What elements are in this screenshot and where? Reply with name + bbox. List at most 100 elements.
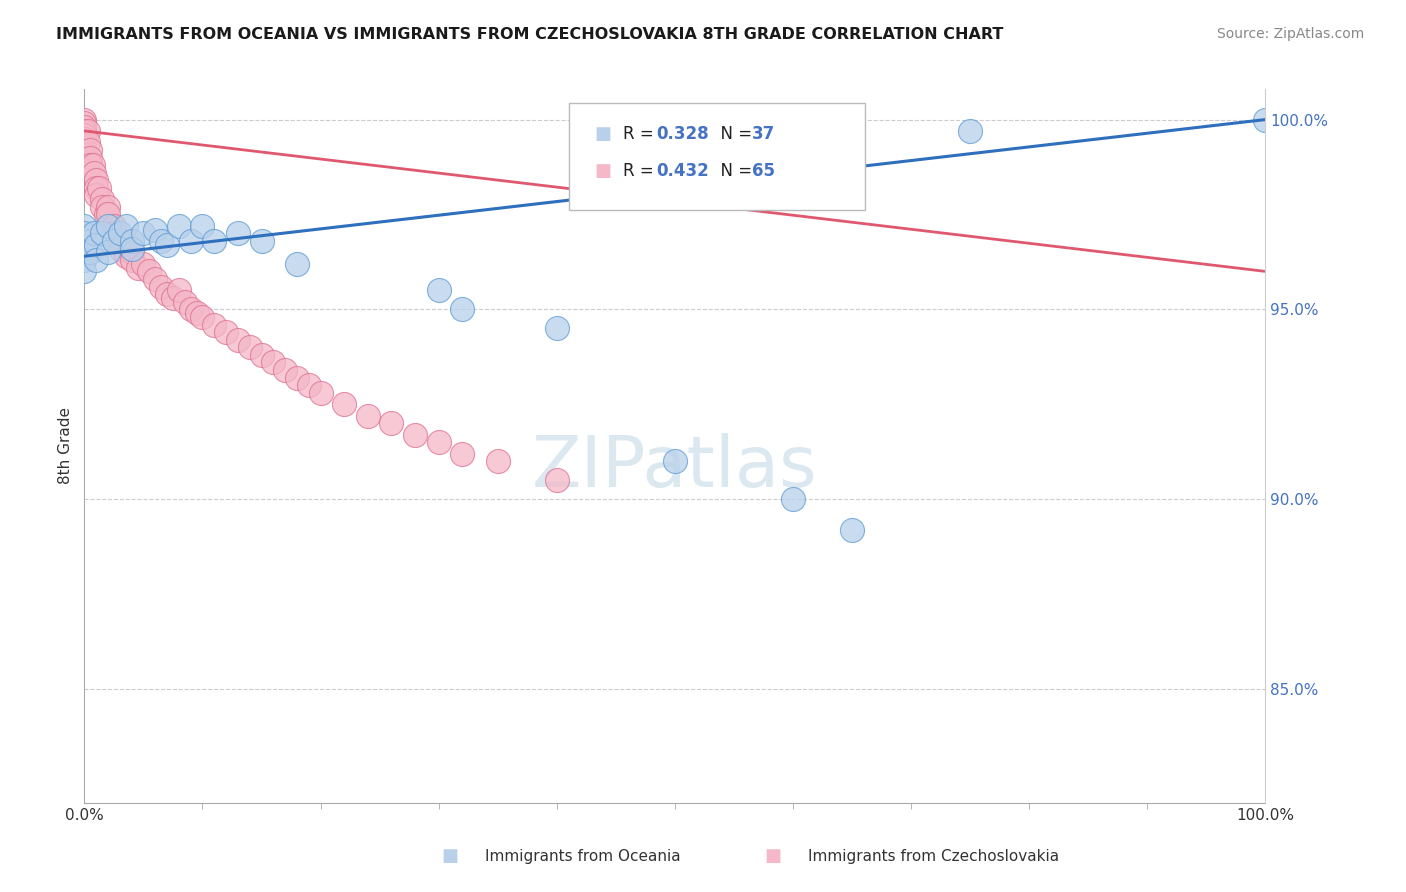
- Point: [841, 523, 863, 537]
- Point: [97, 245, 120, 260]
- Point: [73, 151, 96, 165]
- Point: [114, 219, 136, 233]
- Point: [333, 397, 356, 411]
- Point: [298, 378, 321, 392]
- Point: [73, 227, 96, 241]
- Point: [82, 158, 104, 172]
- Point: [77, 136, 100, 150]
- Point: [91, 192, 114, 206]
- Point: [959, 124, 981, 138]
- Text: Immigrants from Czechoslovakia: Immigrants from Czechoslovakia: [808, 849, 1060, 863]
- Point: [73, 112, 96, 127]
- Point: [180, 302, 202, 317]
- Point: [132, 227, 155, 241]
- Point: [108, 242, 131, 256]
- Point: [79, 151, 101, 165]
- Point: [486, 454, 509, 468]
- Text: ■: ■: [595, 125, 612, 143]
- Point: [94, 207, 117, 221]
- Point: [156, 287, 179, 301]
- Text: Immigrants from Oceania: Immigrants from Oceania: [485, 849, 681, 863]
- Point: [83, 166, 105, 180]
- Text: 0.328: 0.328: [657, 125, 709, 143]
- Point: [121, 252, 143, 267]
- Point: [91, 200, 114, 214]
- Point: [73, 131, 96, 145]
- Point: [239, 340, 262, 354]
- Point: [451, 447, 474, 461]
- Text: ■: ■: [765, 847, 782, 865]
- Text: N =: N =: [710, 162, 758, 180]
- Point: [79, 143, 101, 157]
- Point: [73, 143, 96, 157]
- Point: [73, 116, 96, 130]
- Point: [97, 219, 120, 233]
- Point: [451, 302, 474, 317]
- Point: [226, 333, 249, 347]
- Point: [73, 242, 96, 256]
- Point: [121, 234, 143, 248]
- Text: ZIPatlas: ZIPatlas: [531, 433, 818, 502]
- Point: [274, 363, 297, 377]
- Point: [84, 188, 107, 202]
- Point: [202, 234, 225, 248]
- Point: [143, 272, 166, 286]
- Point: [97, 207, 120, 221]
- Point: [73, 120, 96, 135]
- Point: [97, 200, 120, 214]
- Point: [73, 139, 96, 153]
- Point: [84, 237, 107, 252]
- Point: [167, 219, 190, 233]
- Point: [73, 264, 96, 278]
- Point: [156, 237, 179, 252]
- Text: R =: R =: [623, 125, 659, 143]
- Point: [91, 227, 114, 241]
- Point: [79, 234, 101, 248]
- Point: [108, 234, 131, 248]
- Point: [664, 454, 686, 468]
- Point: [77, 124, 100, 138]
- Point: [404, 427, 426, 442]
- Point: [1254, 112, 1277, 127]
- Point: [121, 245, 143, 260]
- Text: N =: N =: [710, 125, 758, 143]
- Point: [262, 355, 284, 369]
- Point: [103, 227, 125, 241]
- Text: 65: 65: [752, 162, 775, 180]
- Text: ■: ■: [595, 162, 612, 180]
- Point: [191, 310, 214, 324]
- Point: [132, 257, 155, 271]
- Point: [114, 249, 136, 263]
- Point: [357, 409, 380, 423]
- Point: [202, 318, 225, 332]
- Point: [73, 128, 96, 142]
- Point: [285, 257, 308, 271]
- Point: [427, 435, 450, 450]
- Text: IMMIGRANTS FROM OCEANIA VS IMMIGRANTS FROM CZECHOSLOVAKIA 8TH GRADE CORRELATION : IMMIGRANTS FROM OCEANIA VS IMMIGRANTS FR…: [56, 27, 1004, 42]
- Point: [226, 227, 249, 241]
- Point: [162, 291, 184, 305]
- Point: [173, 294, 195, 309]
- Point: [87, 181, 110, 195]
- Point: [73, 252, 96, 267]
- Point: [180, 234, 202, 248]
- Point: [250, 234, 273, 248]
- Point: [79, 245, 101, 260]
- Text: 0.432: 0.432: [657, 162, 710, 180]
- Point: [546, 473, 568, 487]
- Y-axis label: 8th Grade: 8th Grade: [58, 408, 73, 484]
- Point: [150, 234, 173, 248]
- Point: [380, 416, 402, 430]
- Point: [167, 284, 190, 298]
- Point: [127, 260, 149, 275]
- Point: [150, 279, 173, 293]
- Point: [103, 234, 125, 248]
- Text: ■: ■: [441, 847, 458, 865]
- Point: [215, 325, 238, 339]
- Point: [73, 146, 96, 161]
- Point: [84, 181, 107, 195]
- Point: [143, 222, 166, 236]
- Point: [73, 136, 96, 150]
- Point: [79, 158, 101, 172]
- Point: [138, 264, 160, 278]
